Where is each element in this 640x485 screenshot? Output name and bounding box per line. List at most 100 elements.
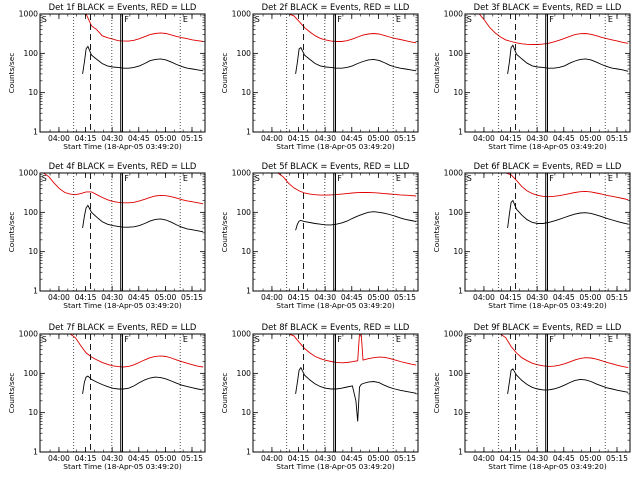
- y-tick-label: 10: [241, 88, 251, 97]
- marker-f: F: [124, 15, 129, 24]
- x-tick-label: 05:00: [367, 293, 389, 302]
- marker-s: S: [255, 15, 260, 24]
- y-tick-label: 1: [33, 448, 38, 457]
- x-tick-label: 04:30: [526, 293, 548, 302]
- y-tick-label: 1000: [232, 10, 251, 19]
- plot-title: Det 2f BLACK = Events, RED = LLD: [262, 2, 410, 12]
- marker-s: S: [42, 15, 47, 24]
- x-tick-label: 04:15: [288, 293, 310, 302]
- x-tick-label: 05:15: [606, 134, 628, 143]
- x-tick-label: 04:00: [48, 134, 70, 143]
- x-tick-label: 04:30: [314, 134, 336, 143]
- marker-e: E: [396, 174, 401, 183]
- x-tick-label: 04:00: [261, 293, 283, 302]
- marker-e: E: [608, 335, 613, 344]
- x-tick-label: 05:00: [154, 293, 176, 302]
- y-tick-label: 1: [33, 128, 38, 137]
- y-tick-label: 1: [33, 287, 38, 296]
- plot-title: Det 4f BLACK = Events, RED = LLD: [49, 161, 197, 171]
- y-tick-label: 10: [241, 408, 251, 417]
- x-tick-label: 04:45: [128, 134, 150, 143]
- x-axis-label: Start Time (18-Apr-05 03:49:20): [63, 142, 182, 151]
- x-tick-label: 04:15: [288, 454, 310, 463]
- series-line-lld: [40, 14, 204, 42]
- marker-s: S: [467, 174, 472, 183]
- x-tick-label: 04:15: [75, 454, 97, 463]
- plot-title: Det 1f BLACK = Events, RED = LLD: [49, 2, 197, 12]
- plot-frame: [39, 172, 206, 292]
- x-tick-label: 04:00: [261, 454, 283, 463]
- y-tick-label: 10: [28, 408, 38, 417]
- x-tick-label: 05:15: [181, 454, 203, 463]
- y-tick-label: 10: [28, 247, 38, 256]
- marker-e: E: [608, 174, 613, 183]
- x-tick-label: 04:00: [261, 134, 283, 143]
- x-tick-label: 04:30: [314, 454, 336, 463]
- series-line-lld: [253, 334, 417, 366]
- marker-e: E: [396, 335, 401, 344]
- y-axis-label: Counts/sec: [220, 212, 229, 253]
- y-tick-label: 1: [458, 448, 463, 457]
- y-tick-label: 100: [237, 49, 252, 58]
- x-axis-label: Start Time (18-Apr-05 03:49:20): [63, 462, 182, 471]
- marker-s: S: [42, 174, 47, 183]
- marker-e: E: [396, 15, 401, 24]
- y-tick-label: 1000: [19, 169, 38, 178]
- y-tick-label: 1000: [444, 330, 463, 339]
- plot-title: Det 6f BLACK = Events, RED = LLD: [474, 161, 622, 171]
- y-tick-label: 1000: [444, 10, 463, 19]
- x-axis-label: Start Time (18-Apr-05 03:49:20): [276, 142, 395, 151]
- x-tick-label: 04:45: [341, 454, 363, 463]
- series-line-events: [82, 375, 204, 394]
- marker-e: E: [183, 15, 188, 24]
- y-tick-label: 1000: [232, 330, 251, 339]
- marker-f: F: [337, 174, 342, 183]
- x-tick-label: 04:00: [473, 134, 495, 143]
- x-tick-label: 05:00: [579, 293, 601, 302]
- x-tick-label: 05:15: [181, 134, 203, 143]
- x-tick-label: 05:00: [154, 134, 176, 143]
- x-tick-label: 04:45: [553, 293, 575, 302]
- y-tick-label: 100: [449, 49, 464, 58]
- y-tick-label: 100: [449, 369, 464, 378]
- plot-title: Det 8f BLACK = Events, RED = LLD: [262, 322, 410, 332]
- x-tick-label: 04:30: [526, 454, 548, 463]
- marker-s: S: [255, 174, 260, 183]
- x-tick-label: 04:45: [128, 454, 150, 463]
- marker-f: F: [337, 335, 342, 344]
- y-tick-label: 1000: [232, 169, 251, 178]
- plot-frame: [252, 13, 419, 133]
- x-tick-label: 04:30: [101, 293, 123, 302]
- x-tick-label: 04:15: [500, 134, 522, 143]
- y-tick-label: 100: [449, 208, 464, 217]
- x-tick-label: 05:00: [579, 454, 601, 463]
- y-axis-label: Counts/sec: [7, 373, 16, 414]
- marker-f: F: [549, 15, 554, 24]
- x-tick-label: 04:15: [288, 134, 310, 143]
- series-line-lld: [465, 334, 629, 369]
- x-tick-label: 05:00: [154, 454, 176, 463]
- x-axis-label: Start Time (18-Apr-05 03:49:20): [63, 301, 182, 310]
- y-axis-label: Counts/sec: [7, 53, 16, 94]
- plot-frame: [464, 13, 631, 133]
- plot-frame: [464, 333, 631, 453]
- marker-s: S: [467, 15, 472, 24]
- x-tick-label: 04:15: [500, 454, 522, 463]
- y-tick-label: 100: [24, 208, 39, 217]
- series-line-lld: [40, 173, 204, 205]
- marker-f: F: [337, 15, 342, 24]
- x-tick-label: 05:15: [394, 134, 416, 143]
- y-tick-label: 100: [24, 49, 39, 58]
- y-tick-label: 100: [24, 369, 39, 378]
- plot-title: Det 3f BLACK = Events, RED = LLD: [474, 2, 622, 12]
- y-axis-label: Counts/sec: [432, 212, 441, 253]
- marker-s: S: [255, 335, 260, 344]
- marker-f: F: [549, 335, 554, 344]
- series-line-lld: [40, 334, 204, 368]
- y-axis-label: Counts/sec: [432, 373, 441, 414]
